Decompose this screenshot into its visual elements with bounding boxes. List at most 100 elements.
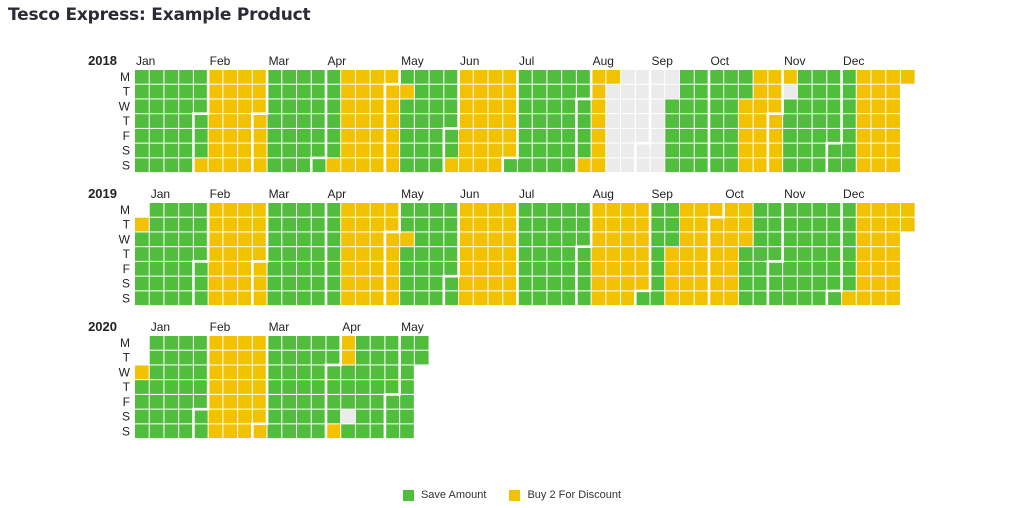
day-cell	[562, 291, 576, 306]
day-cell	[768, 70, 783, 84]
month-label-2019-oct: Oct	[725, 187, 744, 201]
day-cell	[621, 261, 635, 276]
day-cell	[621, 291, 635, 306]
day-cell	[503, 291, 517, 306]
day-cell	[886, 128, 900, 143]
day-cell	[164, 424, 179, 439]
day-cell	[326, 261, 341, 276]
day-cell	[768, 261, 783, 276]
day-cell	[517, 247, 532, 261]
legend-item-buy-2[interactable]: Buy 2 For Discount	[509, 489, 621, 501]
day-cell	[665, 114, 679, 128]
year-label-2019: 2019	[88, 186, 117, 201]
day-cell	[208, 409, 223, 424]
day-cell	[503, 247, 517, 261]
day-cell	[856, 291, 871, 306]
day-cell	[341, 84, 355, 99]
day-cell	[444, 276, 459, 291]
day-cell	[473, 217, 488, 232]
day-cell	[223, 247, 238, 261]
day-cell	[459, 232, 473, 247]
month-label-2018-jul: Jul	[519, 54, 534, 68]
day-cell	[650, 84, 665, 99]
day-cell	[385, 99, 400, 114]
day-cell	[812, 84, 827, 99]
day-cell	[856, 84, 871, 99]
day-cell	[650, 143, 665, 158]
day-cell	[738, 70, 753, 84]
day-cell	[650, 247, 665, 261]
day-cell	[297, 232, 311, 247]
day-cell	[400, 350, 414, 365]
day-cell	[297, 380, 311, 394]
day-cell	[341, 409, 355, 424]
day-cell	[267, 394, 282, 409]
day-cell	[680, 247, 694, 261]
day-cell	[797, 261, 812, 276]
day-cell	[297, 276, 311, 291]
day-cell	[414, 276, 429, 291]
day-cell	[414, 261, 429, 276]
day-cell	[871, 291, 886, 306]
day-cell	[738, 276, 753, 291]
day-cell	[370, 70, 385, 84]
day-label-2020-1: T	[123, 351, 131, 365]
day-cell	[297, 394, 311, 409]
day-cell	[179, 99, 193, 114]
day-cell	[812, 232, 827, 247]
day-cell	[680, 128, 694, 143]
day-cell	[547, 291, 562, 306]
day-cell	[179, 203, 193, 217]
day-cell	[149, 247, 164, 261]
day-cell	[223, 350, 238, 365]
day-cell	[576, 203, 591, 217]
day-cell	[385, 291, 400, 306]
day-cell	[635, 70, 650, 84]
day-cell	[444, 217, 459, 232]
day-cell	[621, 99, 635, 114]
day-cell	[208, 394, 223, 409]
day-cell	[267, 70, 282, 84]
day-cell	[355, 276, 370, 291]
day-cell	[886, 261, 900, 276]
month-label-2019-may: May	[401, 187, 424, 201]
day-cell	[503, 114, 517, 128]
day-cell	[370, 114, 385, 128]
day-cell	[429, 114, 444, 128]
day-cell	[355, 394, 370, 409]
day-cell	[193, 276, 208, 291]
day-cell	[400, 291, 414, 306]
day-cell	[473, 291, 488, 306]
day-cell	[370, 128, 385, 143]
day-cell	[753, 128, 768, 143]
day-cell	[267, 261, 282, 276]
legend-item-save-amount[interactable]: Save Amount	[402, 489, 486, 501]
day-cell	[297, 365, 311, 380]
day-cell	[783, 114, 797, 128]
day-cell	[797, 128, 812, 143]
day-cell	[311, 232, 326, 247]
day-cell	[135, 232, 149, 247]
day-cell	[193, 261, 208, 276]
day-cell	[341, 365, 355, 380]
day-cell	[650, 114, 665, 128]
day-cell	[311, 350, 326, 365]
day-cell	[753, 84, 768, 99]
day-cell	[724, 158, 738, 173]
day-cell	[871, 128, 886, 143]
month-label-2019-mar: Mar	[269, 187, 290, 201]
day-cell	[370, 99, 385, 114]
day-cell	[297, 84, 311, 99]
day-cell	[193, 232, 208, 247]
month-label-2019-jul: Jul	[519, 187, 534, 201]
day-label-2019-4: F	[123, 262, 130, 276]
day-cell	[164, 276, 179, 291]
day-cell	[311, 99, 326, 114]
day-cell	[459, 99, 473, 114]
day-cell	[179, 424, 193, 439]
day-cell	[724, 114, 738, 128]
day-cell	[665, 291, 679, 306]
day-cell	[135, 158, 149, 173]
day-cell	[370, 261, 385, 276]
day-cell	[812, 99, 827, 114]
